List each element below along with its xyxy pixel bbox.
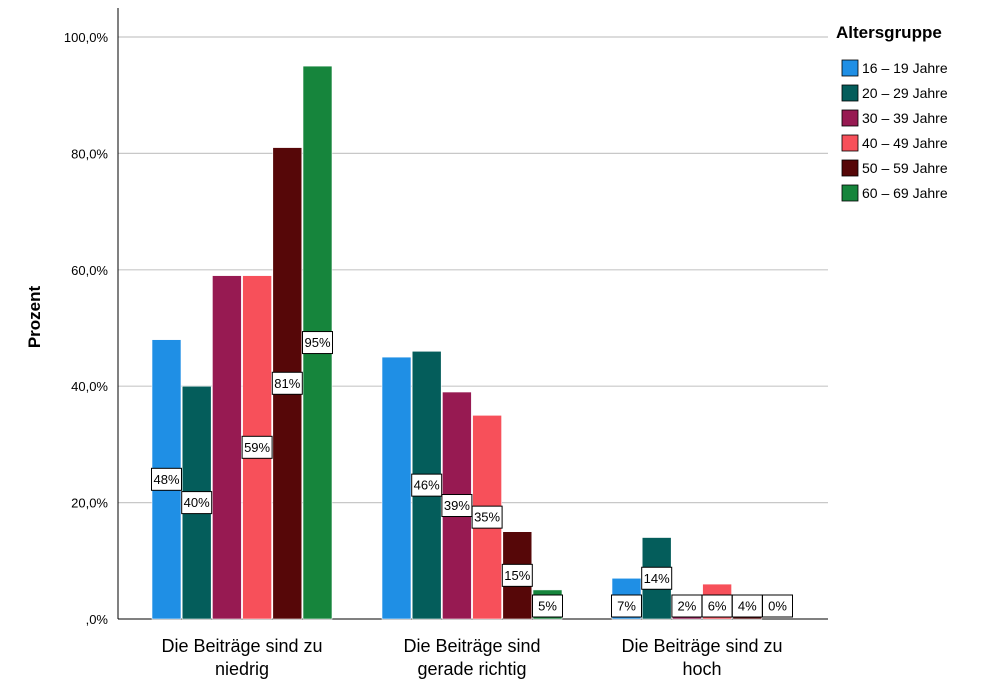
legend-item-label: 20 – 29 Jahre	[862, 85, 948, 101]
data-label-box	[441, 494, 473, 518]
data-label-box	[302, 331, 333, 355]
y-tick-label: 20,0%	[71, 496, 108, 511]
data-label-text: 39%	[444, 498, 470, 513]
y-tick-label: 60,0%	[71, 263, 108, 278]
legend-item-label: 16 – 19 Jahre	[862, 60, 948, 76]
data-label-text: 4%	[738, 599, 757, 614]
legend-swatch	[841, 84, 859, 102]
category-label: gerade richtig	[417, 659, 526, 679]
legend-swatch	[841, 134, 859, 152]
data-label-box	[241, 435, 273, 459]
data-label-box	[471, 505, 503, 529]
data-label: 35%	[471, 505, 503, 529]
data-label-box	[501, 563, 533, 587]
data-label-box	[411, 473, 443, 497]
category-label: hoch	[682, 659, 721, 679]
data-label: 59%	[241, 435, 273, 459]
data-label: 15%	[501, 563, 533, 587]
data-label-box	[532, 594, 563, 618]
data-label-text: 40%	[184, 495, 210, 510]
data-label: 5%	[532, 594, 563, 618]
legend-swatch	[841, 109, 859, 127]
category-label: Die Beiträge sind zu	[161, 636, 322, 656]
data-labels: 48% 7% 40% 46% 14% 39% 2% 59% 35% 6% 81% 15% 4% 95% 5%…	[151, 331, 793, 618]
data-label-box	[762, 594, 793, 618]
category-labels: Die Beiträge sind zu niedrig Die Beiträge …	[161, 636, 782, 679]
bar	[381, 356, 412, 620]
data-label-text: 46%	[414, 478, 440, 493]
data-label-box	[611, 594, 642, 618]
data-label: 7%	[611, 594, 642, 618]
data-label-text: 6%	[708, 599, 727, 614]
data-label-text: 7%	[617, 599, 636, 614]
legend-swatch	[841, 59, 859, 77]
data-label: 6%	[701, 594, 733, 618]
data-label-text: 2%	[678, 599, 697, 614]
data-label: 95%	[302, 331, 333, 355]
legend-item-label: 60 – 69 Jahre	[862, 185, 948, 201]
data-label-text: 14%	[644, 571, 670, 586]
legend-swatch	[841, 184, 859, 202]
category-label: Die Beiträge sind zu	[621, 636, 782, 656]
data-label: 40%	[181, 491, 213, 515]
data-label-text: 5%	[538, 599, 557, 614]
y-tick-label: 40,0%	[71, 379, 108, 394]
data-label: 48%	[151, 467, 182, 491]
data-label: 81%	[271, 371, 303, 395]
data-label: 46%	[411, 473, 443, 497]
y-tick-label: 100,0%	[64, 30, 109, 45]
legend-swatch	[841, 159, 859, 177]
data-label: 0%	[762, 594, 793, 618]
y-tick-label: ,0%	[86, 612, 109, 627]
data-label-box	[641, 566, 673, 590]
data-label-text: 59%	[244, 440, 270, 455]
data-label-text: 95%	[304, 335, 330, 350]
legend-item-label: 40 – 49 Jahre	[862, 135, 948, 151]
data-label-text: 15%	[504, 568, 530, 583]
data-label-text: 48%	[153, 472, 179, 487]
data-label-text: 81%	[274, 376, 300, 391]
data-label: 39%	[441, 494, 473, 518]
data-label-text: 0%	[768, 599, 787, 614]
data-label-box	[181, 491, 213, 515]
legend-item-label: 30 – 39 Jahre	[862, 110, 948, 126]
bars	[151, 65, 763, 620]
category-label: Die Beiträge sind	[403, 636, 540, 656]
data-label: 14%	[641, 566, 673, 590]
data-label: 4%	[731, 594, 763, 618]
y-axis-label: Prozent	[25, 285, 44, 348]
bar	[212, 275, 242, 620]
legend-title: Altersgruppe	[836, 23, 942, 42]
data-label-box	[151, 467, 182, 491]
y-tick-labels: 100,0% 80,0% 60,0% 40,0% 20,0% ,0%	[64, 30, 109, 627]
data-label-box	[271, 371, 303, 395]
data-label-text: 35%	[474, 510, 500, 525]
category-label: niedrig	[215, 659, 269, 679]
y-tick-label: 80,0%	[71, 146, 108, 161]
data-label: 2%	[671, 594, 703, 618]
legend-item-label: 50 – 59 Jahre	[862, 160, 948, 176]
legend: Altersgruppe 16 – 19 Jahre 20 – 29 Jahre 3…	[836, 23, 948, 202]
